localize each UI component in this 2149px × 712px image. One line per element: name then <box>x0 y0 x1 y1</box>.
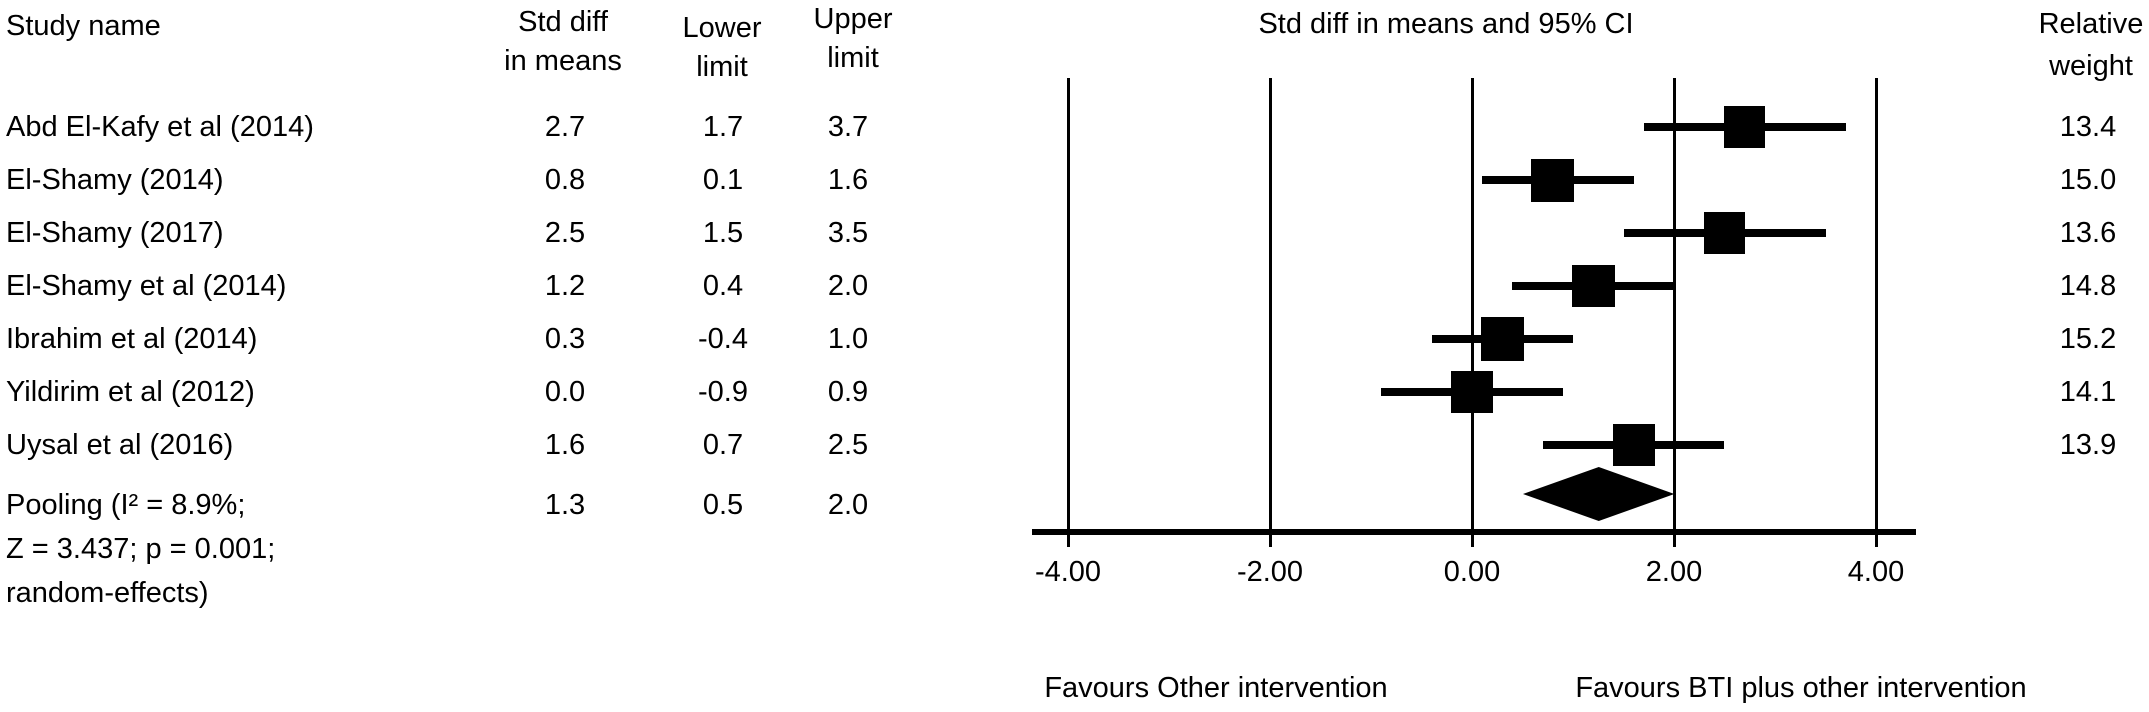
x-tick-label: 4.00 <box>1847 556 1905 588</box>
mean-value: 0.3 <box>544 323 586 355</box>
mean-value: 1.6 <box>544 429 586 461</box>
weight-value: 14.1 <box>2059 376 2117 408</box>
plot-title: Std diff in means and 95% CI <box>1258 8 1634 40</box>
mean-square <box>1571 264 1615 308</box>
weight-value: 15.2 <box>2059 323 2117 355</box>
upper-limit-value: 1.6 <box>827 164 869 196</box>
study-name: El-Shamy (2014) <box>6 164 224 196</box>
pooled-mean-value: 1.3 <box>544 489 586 521</box>
study-name: El-Shamy et al (2014) <box>6 270 287 302</box>
x-tick-label: -2.00 <box>1236 556 1304 588</box>
study-name: Uysal et al (2016) <box>6 429 234 461</box>
upper-limit-value: 3.5 <box>827 217 869 249</box>
mean-square <box>1450 370 1494 414</box>
lower-limit-value: 1.7 <box>702 111 744 143</box>
mean-value: 1.2 <box>544 270 586 302</box>
x-axis-line <box>1032 529 1916 535</box>
column-header-study: Study name <box>6 10 161 42</box>
weight-value: 14.8 <box>2059 270 2117 302</box>
column-header-lower-line2: limit <box>696 51 748 83</box>
lower-limit-value: -0.9 <box>698 376 748 408</box>
study-name: Abd El-Kafy et al (2014) <box>6 111 314 143</box>
column-header-mean-line1: Std diff <box>518 6 608 38</box>
mean-square <box>1531 158 1575 202</box>
pooled-label-line: Z = 3.437; p = 0.001; <box>6 533 276 565</box>
lower-limit-value: -0.4 <box>698 323 748 355</box>
mean-value: 2.5 <box>544 217 586 249</box>
gridline <box>1874 78 1878 547</box>
mean-value: 2.7 <box>544 111 586 143</box>
column-header-weight-line1: Relative <box>2038 8 2144 40</box>
favours-left-label: Favours Other intervention <box>1044 672 1388 704</box>
gridline <box>1470 78 1474 547</box>
weight-value: 13.6 <box>2059 217 2117 249</box>
mean-value: 0.8 <box>544 164 586 196</box>
mean-square <box>1724 106 1766 148</box>
upper-limit-value: 0.9 <box>827 376 869 408</box>
upper-limit-value: 2.0 <box>827 270 869 302</box>
weight-value: 13.4 <box>2059 111 2117 143</box>
mean-square <box>1480 317 1524 361</box>
favours-right-label: Favours BTI plus other intervention <box>1575 672 2027 704</box>
pooled-label-line: random-effects) <box>6 577 209 609</box>
gridline <box>1268 78 1272 547</box>
column-header-upper-line2: limit <box>827 42 879 74</box>
weight-value: 13.9 <box>2059 429 2117 461</box>
column-header-weight-line2: weight <box>2049 50 2133 82</box>
mean-square <box>1612 424 1655 466</box>
upper-limit-value: 2.5 <box>827 429 869 461</box>
lower-limit-value: 0.4 <box>702 270 744 302</box>
mean-value: 0.0 <box>544 376 586 408</box>
column-header-upper-line1: Upper <box>813 3 893 35</box>
pooled-diamond-shape <box>1522 467 1674 521</box>
study-name: El-Shamy (2017) <box>6 217 224 249</box>
column-header-lower-line1: Lower <box>682 12 762 44</box>
weight-value: 15.0 <box>2059 164 2117 196</box>
column-header-mean-line2: in means <box>504 45 622 77</box>
study-name: Yildirim et al (2012) <box>6 376 255 408</box>
gridline <box>1066 78 1070 547</box>
x-tick-label: 2.00 <box>1645 556 1703 588</box>
pooled-diamond <box>1522 467 1674 521</box>
pooled-lower-value: 0.5 <box>702 489 744 521</box>
lower-limit-value: 0.7 <box>702 429 744 461</box>
x-tick-label: -4.00 <box>1034 556 1102 588</box>
upper-limit-value: 1.0 <box>827 323 869 355</box>
x-tick-label: 0.00 <box>1443 556 1501 588</box>
gridline <box>1672 78 1676 547</box>
upper-limit-value: 3.7 <box>827 111 869 143</box>
mean-square <box>1703 212 1746 254</box>
lower-limit-value: 0.1 <box>702 164 744 196</box>
study-name: Ibrahim et al (2014) <box>6 323 258 355</box>
lower-limit-value: 1.5 <box>702 217 744 249</box>
pooled-label-line: Pooling (I² = 8.9%; <box>6 489 246 521</box>
pooled-upper-value: 2.0 <box>827 489 869 521</box>
